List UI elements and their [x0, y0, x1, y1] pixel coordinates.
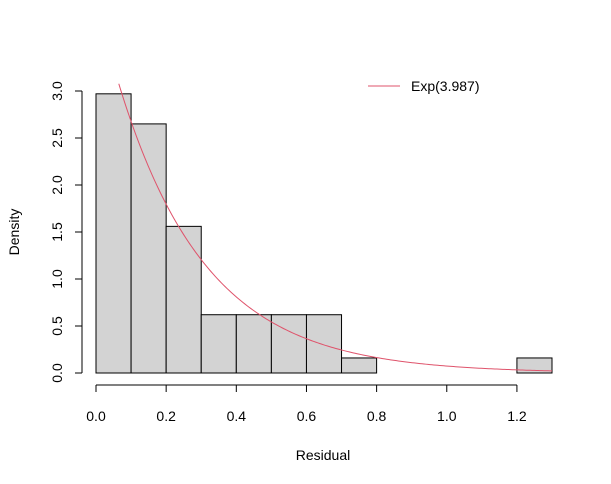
- x-tick-label: 0.2: [156, 408, 176, 424]
- x-tick-label: 0.4: [227, 408, 247, 424]
- histogram-bar-0: [95, 93, 132, 374]
- exp-density-curve: [118, 83, 553, 372]
- x-tick-label: 0.8: [367, 408, 387, 424]
- y-axis-title: Density: [6, 209, 22, 256]
- histogram-bar-12: [516, 357, 553, 374]
- y-ticks: 0.0 0.5 1.0 1.5 2.0 2.5 3.0: [49, 81, 82, 383]
- histogram-bar-7: [341, 357, 378, 374]
- x-tick-label: 0.6: [297, 408, 317, 424]
- x-tick-label: 1.2: [507, 408, 527, 424]
- y-tick-label: 2.0: [49, 175, 65, 195]
- x-axis-title: Residual: [296, 447, 350, 463]
- x-tick-label: 0.0: [86, 408, 106, 424]
- x-tick-label: 1.0: [437, 408, 457, 424]
- histogram-bar-1: [130, 123, 167, 374]
- legend-label: Exp(3.987): [411, 78, 479, 94]
- histogram-bar-5: [270, 314, 307, 374]
- y-tick-label: 1.5: [49, 222, 65, 242]
- y-tick-label: 1.0: [49, 269, 65, 289]
- legend: Exp(3.987): [368, 78, 479, 94]
- histogram-bar-4: [235, 314, 272, 374]
- x-axis: 0.0 0.2 0.4 0.6 0.8 1.0 1.2: [86, 384, 527, 424]
- y-axis: 0.0 0.5 1.0 1.5 2.0 2.5 3.0: [49, 81, 83, 383]
- y-tick-label: 0.0: [49, 363, 65, 383]
- y-tick-label: 3.0: [49, 81, 65, 101]
- histogram-bar-3: [200, 314, 237, 374]
- y-tick-label: 2.5: [49, 128, 65, 148]
- x-ticks: 0.0 0.2 0.4 0.6 0.8 1.0 1.2: [86, 385, 527, 424]
- y-tick-label: 0.5: [49, 316, 65, 336]
- histogram-bar-2: [165, 225, 202, 374]
- histogram-bars: [95, 93, 553, 374]
- histogram-bar-6: [305, 314, 343, 374]
